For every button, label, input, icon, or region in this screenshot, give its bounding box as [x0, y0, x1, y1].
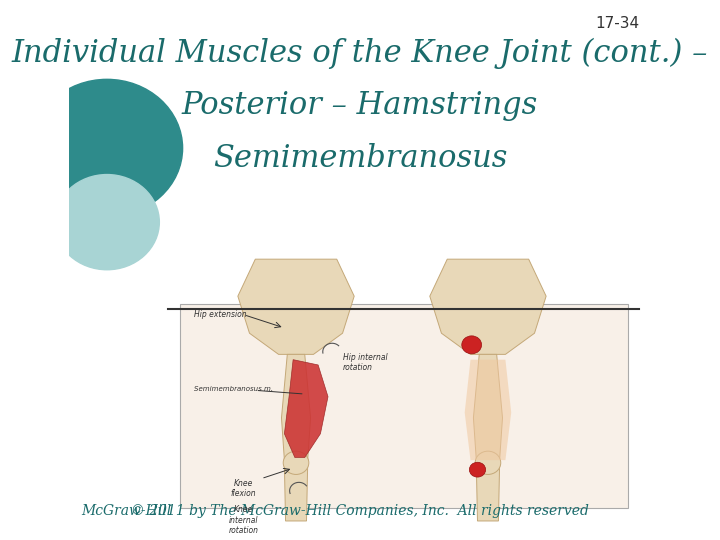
Text: Semimembranosus: Semimembranosus [213, 143, 507, 174]
Polygon shape [474, 354, 503, 460]
Polygon shape [430, 259, 546, 354]
Text: 17-34: 17-34 [595, 16, 639, 31]
Circle shape [283, 451, 309, 475]
Circle shape [55, 174, 159, 270]
Polygon shape [477, 465, 500, 521]
Text: Individual Muscles of the Knee Joint (cont.) –: Individual Muscles of the Knee Joint (co… [12, 37, 708, 69]
Text: © 2011 by The McGraw-Hill Companies, Inc.  All rights reserved: © 2011 by The McGraw-Hill Companies, Inc… [131, 504, 589, 518]
Polygon shape [282, 354, 310, 460]
Circle shape [469, 462, 485, 477]
Text: Hip extension: Hip extension [194, 310, 247, 319]
Circle shape [32, 79, 183, 217]
Circle shape [475, 451, 500, 475]
Polygon shape [238, 259, 354, 354]
Text: McGraw-Hill: McGraw-Hill [81, 504, 171, 518]
Polygon shape [284, 465, 307, 521]
Text: Knee
flexion: Knee flexion [231, 478, 256, 498]
Polygon shape [464, 360, 511, 460]
Text: Semimembranosus m.: Semimembranosus m. [194, 386, 274, 392]
Polygon shape [284, 360, 328, 457]
Circle shape [462, 336, 482, 354]
Text: Knee
internal
rotation: Knee internal rotation [229, 505, 258, 535]
FancyBboxPatch shape [180, 304, 628, 508]
Text: Posterior – Hamstrings: Posterior – Hamstrings [182, 90, 538, 122]
Text: Hip internal
rotation: Hip internal rotation [343, 353, 387, 372]
